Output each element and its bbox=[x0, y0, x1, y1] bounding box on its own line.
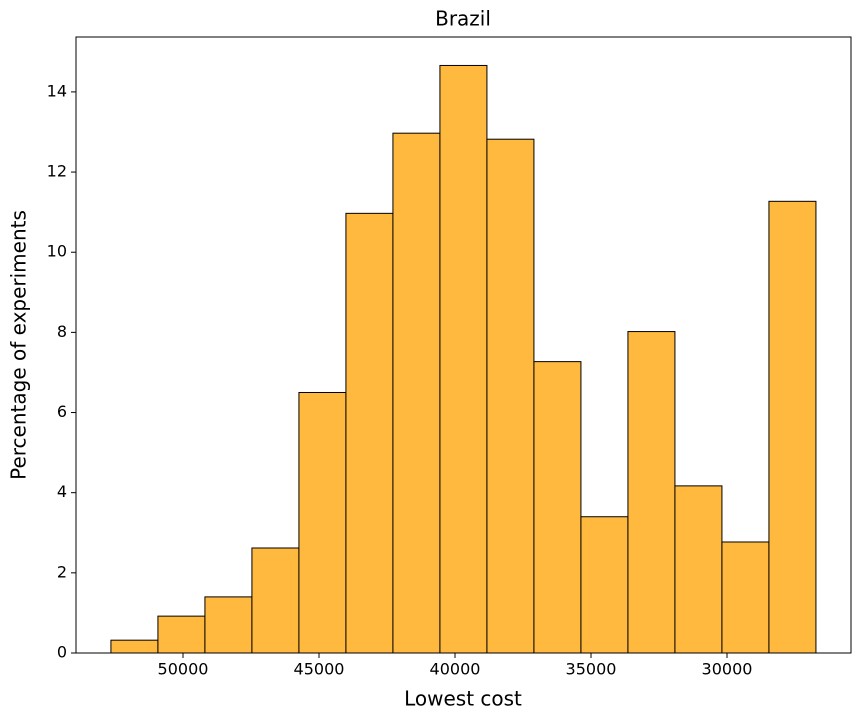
bar bbox=[298, 391, 347, 654]
x-tick-label: 50000 bbox=[158, 660, 209, 679]
x-tick-label: 30000 bbox=[702, 660, 753, 679]
bar bbox=[486, 138, 535, 654]
y-tick-label: 10 bbox=[47, 242, 67, 261]
y-tick-label: 14 bbox=[47, 81, 67, 100]
bar bbox=[345, 212, 394, 654]
bar bbox=[533, 361, 582, 654]
y-tick-label: 2 bbox=[57, 562, 67, 581]
bar bbox=[627, 331, 676, 654]
bar bbox=[251, 547, 300, 654]
y-tick-label: 12 bbox=[47, 162, 67, 181]
bar bbox=[439, 64, 488, 654]
x-tick-label: 45000 bbox=[294, 660, 345, 679]
x-tick-label: 35000 bbox=[566, 660, 617, 679]
bar bbox=[157, 615, 206, 654]
y-tick-label: 6 bbox=[57, 402, 67, 421]
bar bbox=[674, 485, 723, 654]
bar bbox=[768, 200, 817, 654]
bar bbox=[580, 516, 629, 654]
x-axis-label: Lowest cost bbox=[404, 687, 522, 711]
plot-frame bbox=[75, 36, 852, 654]
y-tick-label: 8 bbox=[57, 322, 67, 341]
y-axis-label: Percentage of experiments bbox=[7, 210, 31, 480]
bar bbox=[204, 596, 253, 654]
y-tick-label: 4 bbox=[57, 482, 67, 501]
bar bbox=[392, 132, 441, 654]
y-tick-label: 0 bbox=[57, 643, 67, 662]
x-tick-label: 40000 bbox=[430, 660, 481, 679]
bar bbox=[110, 639, 159, 654]
chart-title: Brazil bbox=[435, 7, 491, 31]
bar bbox=[721, 541, 770, 654]
